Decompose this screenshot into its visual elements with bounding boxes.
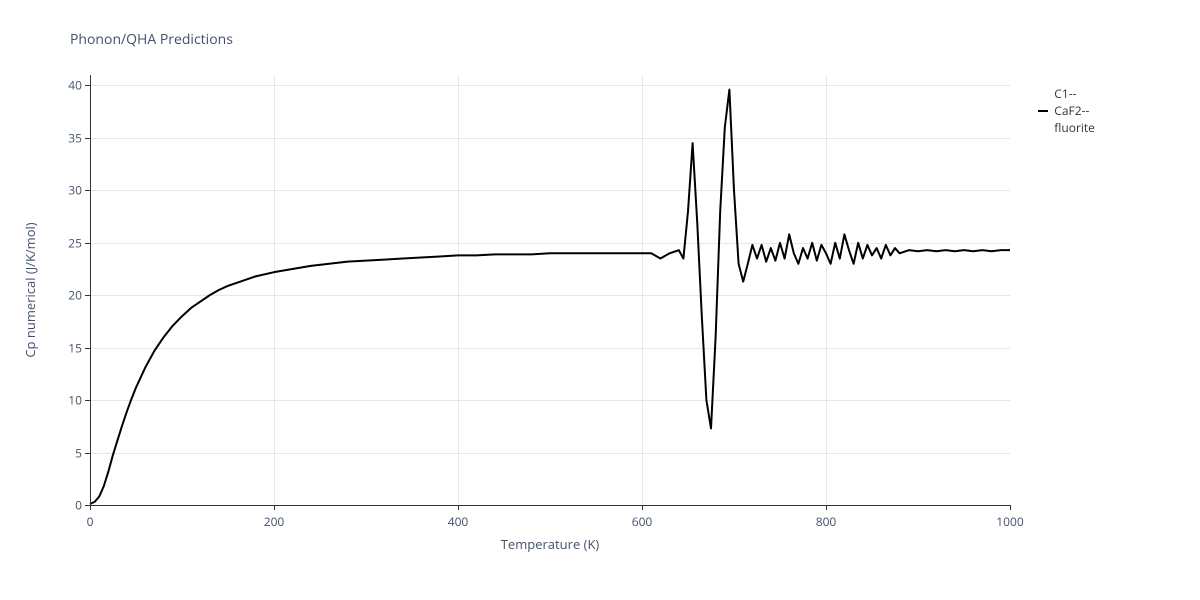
x-tick-label: 1000 [996, 513, 1023, 530]
y-tick-label: 10 [52, 392, 82, 409]
x-tick-label: 400 [448, 513, 469, 530]
x-tick-label: 800 [816, 513, 837, 530]
plot-area [90, 75, 1010, 505]
y-tick-label: 20 [52, 287, 82, 304]
x-tick-label: 0 [87, 513, 94, 530]
chart-title: Phonon/QHA Predictions [70, 30, 233, 49]
y-tick-label: 25 [52, 234, 82, 251]
y-tick-label: 0 [52, 497, 82, 514]
series-line [90, 90, 1010, 504]
x-tick-label: 600 [632, 513, 653, 530]
y-tick-label: 30 [52, 182, 82, 199]
line-series-svg [90, 75, 1010, 505]
legend-label: C1--CaF2--fluorite [1054, 85, 1104, 136]
legend-swatch [1038, 110, 1048, 112]
y-tick-label: 40 [52, 77, 82, 94]
x-tick-label: 200 [264, 513, 285, 530]
x-axis-label: Temperature (K) [501, 535, 600, 553]
x-tick-mark [1010, 505, 1011, 510]
y-tick-label: 15 [52, 339, 82, 356]
y-axis-line [90, 75, 91, 505]
y-axis-label: Cp numerical (J/K/mol) [21, 222, 39, 357]
y-tick-label: 35 [52, 129, 82, 146]
y-tick-label: 5 [52, 444, 82, 461]
x-axis-line [90, 505, 1010, 506]
legend-item[interactable]: C1--CaF2--fluorite [1038, 85, 1105, 136]
